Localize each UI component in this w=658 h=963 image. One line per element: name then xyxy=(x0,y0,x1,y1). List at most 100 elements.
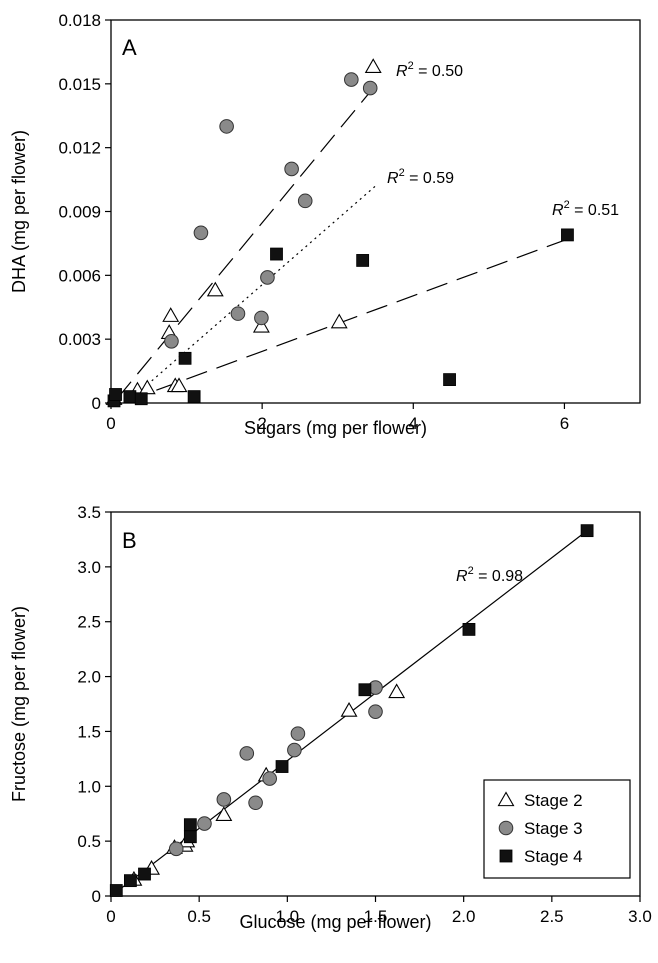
data-point xyxy=(168,841,184,857)
series-stage-2 xyxy=(125,683,406,886)
legend-label: Stage 3 xyxy=(524,819,583,838)
data-point xyxy=(134,392,148,406)
data-point xyxy=(219,119,234,134)
legend-marker xyxy=(499,849,513,863)
data-point xyxy=(580,524,594,538)
data-point xyxy=(215,806,233,821)
series-stage-4 xyxy=(107,228,574,408)
y-tick-label: 2.5 xyxy=(77,613,101,632)
data-point xyxy=(206,281,224,297)
x-tick-label: 2 xyxy=(257,414,266,433)
data-point xyxy=(330,313,348,329)
y-tick-label: 0.003 xyxy=(58,330,101,349)
data-point xyxy=(170,377,188,393)
y-tick-label: 0.018 xyxy=(58,11,101,30)
y-tick-label: 0.012 xyxy=(58,139,101,158)
x-tick-label: 1.5 xyxy=(364,907,388,926)
r-squared-label: R2 = 0.50 xyxy=(396,60,463,80)
series-stage-3 xyxy=(164,72,378,349)
y-tick-label: 2.0 xyxy=(77,668,101,687)
y-tick-label: 0.015 xyxy=(58,75,101,94)
data-point xyxy=(262,771,278,786)
y-tick-label: 3.0 xyxy=(77,558,101,577)
series-stage-4 xyxy=(109,524,594,897)
data-point xyxy=(287,742,302,758)
data-point xyxy=(138,867,151,881)
x-axis-title: Glucose (mg per flower) xyxy=(239,912,431,932)
y-axis-title: DHA (mg per flower) xyxy=(9,130,29,293)
data-point xyxy=(138,379,156,395)
data-point xyxy=(356,254,370,267)
r-squared-label: R2 = 0.98 xyxy=(456,565,523,585)
x-tick-label: 2.5 xyxy=(540,907,564,926)
data-point xyxy=(254,310,269,326)
panel-letter: B xyxy=(122,528,137,553)
legend-label: Stage 2 xyxy=(524,791,583,810)
x-tick-label: 0 xyxy=(106,907,115,926)
data-point xyxy=(340,701,358,717)
fit-line xyxy=(133,185,376,398)
data-point xyxy=(368,704,383,719)
x-tick-label: 6 xyxy=(560,414,569,433)
data-point xyxy=(178,351,192,365)
x-tick-label: 4 xyxy=(409,414,418,433)
x-tick-label: 2.0 xyxy=(452,907,476,926)
data-point xyxy=(561,228,574,242)
legend-marker xyxy=(498,820,514,836)
data-point xyxy=(252,317,270,333)
data-point xyxy=(230,306,246,321)
y-tick-label: 0 xyxy=(92,394,101,413)
legend-marker xyxy=(497,791,515,807)
series-stage-2 xyxy=(105,58,382,405)
y-tick-label: 1.0 xyxy=(77,777,101,796)
data-point xyxy=(275,760,289,773)
data-point xyxy=(239,746,255,761)
data-point xyxy=(248,795,263,811)
y-tick-label: 0 xyxy=(92,887,101,906)
data-point xyxy=(270,247,283,261)
data-point xyxy=(123,874,137,888)
fit-line xyxy=(116,87,374,400)
x-tick-label: 3.0 xyxy=(628,907,652,926)
data-point xyxy=(462,622,476,636)
x-tick-label: 0 xyxy=(106,414,115,433)
y-tick-label: 1.5 xyxy=(77,722,101,741)
panel-letter: A xyxy=(122,35,137,60)
data-point xyxy=(197,816,212,831)
x-tick-label: 0.5 xyxy=(187,907,211,926)
data-point xyxy=(290,726,306,741)
panel-b: 0 0.5 1.0 1.5 2.0 2.5 3.0 0 0.5 1.0 1.5 2.0 2.5 3.0 3.… xyxy=(9,503,652,932)
data-point xyxy=(260,270,275,285)
data-point xyxy=(216,792,232,807)
y-tick-label: 0.006 xyxy=(58,266,101,285)
data-point xyxy=(109,884,123,897)
data-point xyxy=(284,161,299,177)
data-point xyxy=(187,390,201,404)
data-point xyxy=(362,80,378,96)
y-axis-title: Fructose (mg per flower) xyxy=(9,606,29,802)
data-point xyxy=(162,307,180,322)
data-point xyxy=(123,390,137,404)
r-squared-label: R2 = 0.59 xyxy=(387,167,454,187)
data-point xyxy=(109,388,122,401)
fit-line xyxy=(156,238,568,391)
legend-label: Stage 4 xyxy=(524,847,583,866)
data-point xyxy=(297,193,313,209)
x-axis-title: Sugars (mg per flower) xyxy=(244,418,427,438)
y-tick-label: 0.009 xyxy=(58,203,101,222)
data-point xyxy=(443,373,456,386)
data-point xyxy=(193,225,209,241)
data-point xyxy=(164,333,179,349)
data-point xyxy=(358,683,372,697)
y-tick-label: 0.5 xyxy=(77,832,101,851)
x-tick-label: 1.0 xyxy=(276,907,300,926)
data-point xyxy=(388,683,406,699)
panel-a: 0 2 4 6 0 0.003 0.006 0.009 0.012 0.015 0.018 Sugar… xyxy=(9,11,641,438)
r-squared-label: R2 = 0.51 xyxy=(552,199,619,219)
y-tick-label: 3.5 xyxy=(77,503,101,522)
legend: Stage 2 Stage 3 Stage 4 xyxy=(483,779,631,879)
data-point xyxy=(364,58,382,73)
data-point xyxy=(183,830,197,844)
data-point xyxy=(344,72,359,87)
